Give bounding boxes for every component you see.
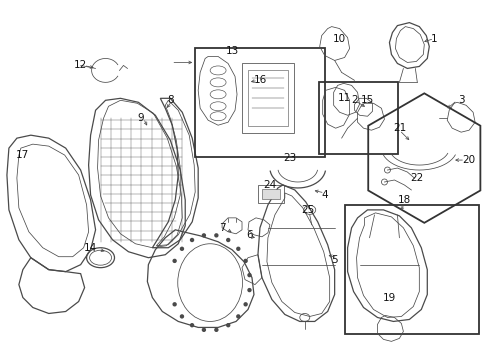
Text: 3: 3 — [458, 95, 465, 105]
Text: 11: 11 — [338, 93, 351, 103]
Bar — [318, 82, 398, 154]
Circle shape — [226, 238, 230, 242]
Circle shape — [226, 323, 230, 327]
Text: 25: 25 — [301, 205, 315, 215]
Circle shape — [172, 302, 177, 306]
Circle shape — [190, 238, 194, 242]
Circle shape — [214, 233, 219, 238]
Bar — [242, 63, 294, 133]
Text: 5: 5 — [331, 255, 338, 265]
Circle shape — [247, 288, 252, 292]
Text: 2: 2 — [351, 95, 358, 105]
Circle shape — [247, 273, 252, 277]
Bar — [262, 189, 280, 199]
Text: 21: 21 — [393, 123, 406, 133]
Text: 20: 20 — [463, 155, 476, 165]
Text: 8: 8 — [167, 95, 173, 105]
Circle shape — [244, 302, 248, 306]
Bar — [195, 48, 325, 157]
Text: 7: 7 — [219, 223, 225, 233]
Circle shape — [202, 328, 206, 332]
Text: 23: 23 — [283, 153, 296, 163]
Circle shape — [202, 233, 206, 238]
Text: 15: 15 — [361, 95, 374, 105]
Text: 19: 19 — [383, 293, 396, 302]
Text: 9: 9 — [137, 113, 144, 123]
Text: 1: 1 — [431, 33, 438, 44]
Text: 12: 12 — [74, 60, 87, 71]
Circle shape — [236, 247, 241, 251]
Bar — [248, 71, 288, 126]
Bar — [258, 185, 284, 203]
Circle shape — [214, 328, 219, 332]
Circle shape — [244, 259, 248, 263]
Circle shape — [180, 247, 184, 251]
Text: 6: 6 — [246, 230, 253, 240]
Text: 14: 14 — [84, 243, 97, 253]
Text: 13: 13 — [225, 45, 239, 55]
Circle shape — [236, 314, 241, 319]
Circle shape — [190, 323, 194, 327]
Text: 16: 16 — [253, 75, 267, 85]
Text: 22: 22 — [411, 173, 424, 183]
Text: 24: 24 — [263, 180, 276, 190]
Text: 4: 4 — [321, 190, 328, 200]
Bar — [344, 205, 479, 334]
Text: 18: 18 — [398, 195, 411, 205]
Circle shape — [172, 259, 177, 263]
Text: 10: 10 — [333, 33, 346, 44]
Circle shape — [180, 314, 184, 319]
Text: 17: 17 — [16, 150, 29, 160]
